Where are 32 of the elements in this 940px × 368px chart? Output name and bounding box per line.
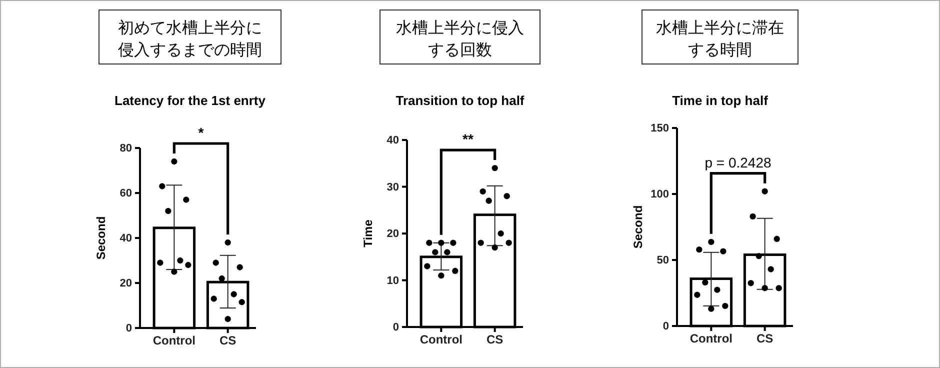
y-tick-label: 30 <box>386 181 399 194</box>
y-axis-title: Second <box>631 205 645 249</box>
y-tick-label: 40 <box>120 232 132 245</box>
x-tick-label: Control <box>420 332 462 347</box>
chart-subtitle: Latency for the 1st enrty <box>114 93 266 108</box>
chart-subtitle: Transition to top half <box>396 93 525 108</box>
y-tick-label: 0 <box>126 322 132 335</box>
chart-title: 水槽上半分に滞在する時間 <box>656 19 784 59</box>
x-tick-label: Control <box>152 334 196 348</box>
chart-subtitle: Time in top half <box>672 93 769 108</box>
y-axis-title: Second <box>94 216 108 260</box>
y-tick-label: 20 <box>386 228 399 240</box>
annotation: p = 0.2428 <box>704 154 772 170</box>
y-tick-label: 50 <box>656 254 669 267</box>
text: * <box>198 124 204 140</box>
y-tick-label: 10 <box>386 274 399 287</box>
y-tick-label: 20 <box>120 278 132 290</box>
y-tick-label: 80 <box>120 142 132 155</box>
chart-title: 水槽上半分に侵入する回数 <box>396 19 524 59</box>
y-tick-label: 0 <box>392 322 399 334</box>
chart-title: 初めて水槽上半分に侵入するまでの時間 <box>118 19 262 59</box>
x-tick-label: CS <box>219 334 236 348</box>
annotation: ** <box>462 131 474 148</box>
y-tick-label: 40 <box>386 134 399 147</box>
x-tick-label: CS <box>756 332 774 346</box>
y-tick-label: 100 <box>650 188 669 201</box>
x-tick-label: CS <box>486 332 504 347</box>
y-tick-label: 60 <box>120 188 132 200</box>
y-axis-title: Time <box>361 219 375 248</box>
y-tick-label: 150 <box>650 122 669 135</box>
y-tick-label: 0 <box>662 320 669 333</box>
x-tick-label: Control <box>690 332 732 346</box>
